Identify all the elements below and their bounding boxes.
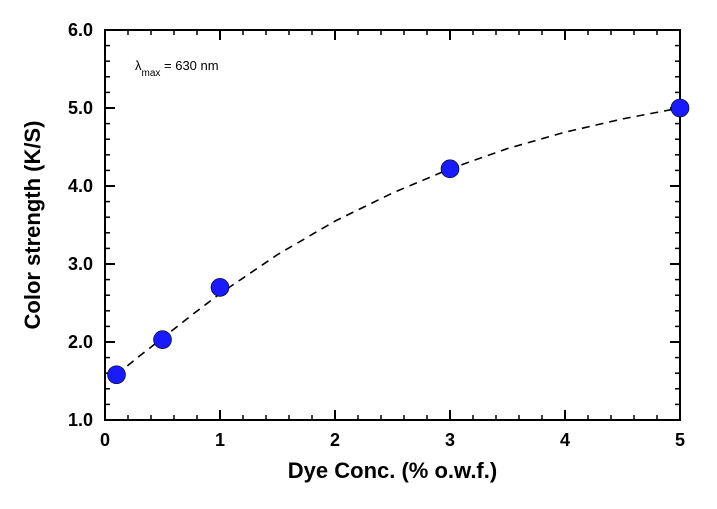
- y-tick-label: 1.0: [68, 410, 93, 430]
- x-tick-label: 1: [215, 430, 225, 450]
- data-point-marker: [154, 331, 172, 349]
- data-point-marker: [108, 366, 126, 384]
- y-tick-label: 4.0: [68, 176, 93, 196]
- y-tick-label: 5.0: [68, 98, 93, 118]
- chart-svg: 0 1 2 3 4 5 1.0 2.0 3.0 4.0 5.0 6.0 Dye Conc. (% o.w…: [0, 0, 717, 509]
- y-tick-label: 6.0: [68, 20, 93, 40]
- x-tick-label: 0: [100, 430, 110, 450]
- y-tick-label: 2.0: [68, 332, 93, 352]
- x-tick-label: 3: [445, 430, 455, 450]
- y-tick-label: 3.0: [68, 254, 93, 274]
- chart-container: 0 1 2 3 4 5 1.0 2.0 3.0 4.0 5.0 6.0 Dye Conc. (% o.w…: [0, 0, 717, 509]
- data-point-marker: [671, 99, 689, 117]
- x-tick-label: 4: [560, 430, 570, 450]
- data-point-marker: [441, 160, 459, 178]
- data-point-marker: [211, 278, 229, 296]
- x-tick-label: 2: [330, 430, 340, 450]
- x-axis-title: Dye Conc. (% o.w.f.): [288, 458, 497, 483]
- y-axis-title: Color strength (K/S): [20, 121, 45, 330]
- x-tick-label: 5: [675, 430, 685, 450]
